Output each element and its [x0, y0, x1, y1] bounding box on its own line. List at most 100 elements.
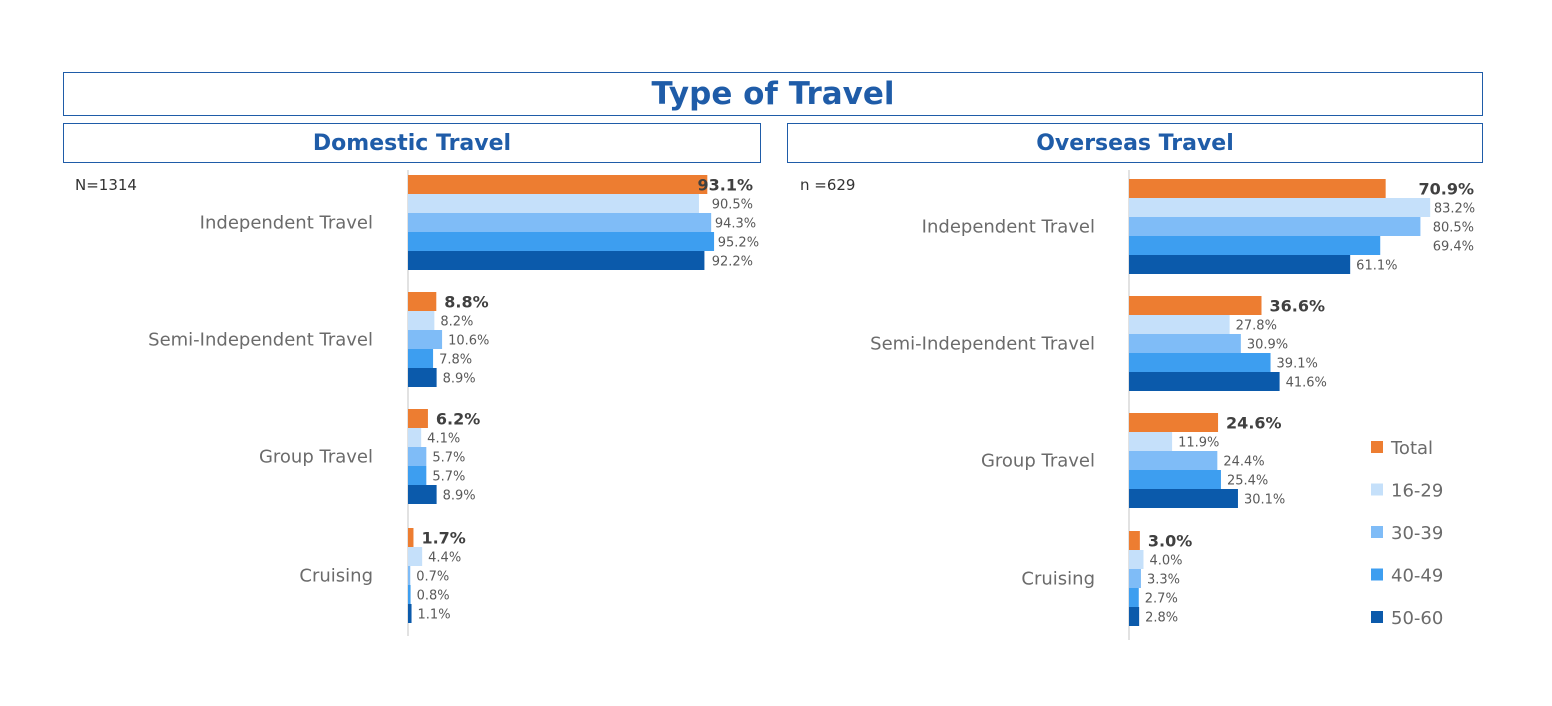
overseas-bar-Total	[1129, 531, 1140, 550]
legend-label-50-60: 50-60	[1391, 608, 1443, 629]
overseas-bar-50-60	[1129, 607, 1140, 626]
overseas-bar-50-60	[1129, 489, 1238, 508]
domestic-bar-50-60	[408, 485, 437, 504]
domestic-value-label: 93.1%	[697, 176, 753, 195]
chart-title-box: Type of Travel	[63, 72, 1483, 116]
overseas-bar-16-29	[1129, 315, 1230, 334]
overseas-bar-30-39	[1129, 569, 1141, 588]
domestic-bar-50-60	[408, 368, 437, 387]
overseas-value-label: 3.3%	[1147, 573, 1180, 588]
domestic-bar-40-49	[408, 585, 411, 604]
overseas-category-label: Group Travel	[981, 451, 1095, 472]
domestic-bar-40-49	[408, 466, 427, 485]
domestic-value-label: 1.1%	[418, 608, 451, 623]
overseas-value-label: 3.0%	[1148, 532, 1192, 551]
legend-label-40-49: 40-49	[1391, 566, 1443, 587]
domestic-bar-16-29	[408, 547, 423, 566]
domestic-bar-30-39	[408, 330, 443, 349]
domestic-bar-40-49	[408, 232, 715, 251]
overseas-category-label: Cruising	[1021, 569, 1095, 590]
domestic-value-label: 92.2%	[712, 255, 753, 270]
legend-swatch-16-29	[1371, 483, 1383, 496]
overseas-value-label: 39.1%	[1277, 357, 1318, 372]
overseas-bar-Total	[1129, 296, 1262, 315]
domestic-value-label: 94.3%	[715, 217, 756, 232]
overseas-value-label: 61.1%	[1356, 259, 1397, 274]
overseas-bar-16-29	[1129, 550, 1144, 569]
overseas-value-label: 24.6%	[1226, 414, 1282, 433]
legend-label-Total: Total	[1390, 438, 1433, 459]
overseas-value-label: 25.4%	[1227, 474, 1268, 489]
domestic-value-label: 10.6%	[448, 334, 489, 349]
domestic-category-label: Cruising	[299, 566, 373, 587]
legend-label-16-29: 16-29	[1391, 481, 1443, 502]
domestic-bar-50-60	[408, 604, 412, 623]
chart-title: Type of Travel	[651, 76, 895, 112]
overseas-bar-40-49	[1129, 353, 1271, 372]
domestic-value-label: 8.2%	[440, 315, 473, 330]
overseas-value-label: 2.7%	[1145, 592, 1178, 607]
domestic-bar-Total	[408, 409, 428, 428]
domestic-bar-30-39	[408, 213, 712, 232]
domestic-value-label: 0.7%	[416, 570, 449, 585]
overseas-bar-30-39	[1129, 334, 1241, 353]
domestic-category-label: Semi-Independent Travel	[148, 330, 373, 351]
overseas-value-label: 27.8%	[1236, 319, 1277, 334]
domestic-value-label: 4.4%	[428, 551, 461, 566]
domestic-value-label: 8.9%	[443, 489, 476, 504]
overseas-heading: Overseas Travel	[1036, 130, 1234, 156]
domestic-value-label: 5.7%	[432, 470, 465, 485]
domestic-bar-16-29	[408, 428, 422, 447]
overseas-category-label: Semi-Independent Travel	[870, 334, 1095, 355]
domestic-value-label: 95.2%	[718, 236, 759, 251]
overseas-bar-50-60	[1129, 255, 1351, 274]
legend-swatch-40-49	[1371, 568, 1383, 581]
domestic-value-label: 4.1%	[427, 432, 460, 447]
legend-swatch-30-39	[1371, 526, 1383, 538]
domestic-bar-30-39	[408, 566, 411, 585]
domestic-bar-Total	[408, 528, 414, 547]
domestic-bar-Total	[408, 175, 708, 194]
overseas-value-label: 24.4%	[1223, 455, 1264, 470]
overseas-value-label: 30.1%	[1244, 493, 1285, 508]
overseas-bar-16-29	[1129, 198, 1431, 217]
overseas-value-label: 4.0%	[1149, 554, 1182, 569]
overseas-value-label: 69.4%	[1433, 240, 1474, 255]
overseas-category-label: Independent Travel	[922, 217, 1095, 238]
domestic-value-label: 1.7%	[421, 529, 465, 548]
domestic-heading: Domestic Travel	[312, 130, 512, 156]
overseas-bar-40-49	[1129, 470, 1221, 489]
overseas-bar-40-49	[1129, 588, 1139, 607]
legend-label-30-39: 30-39	[1391, 523, 1443, 544]
overseas-bar-30-39	[1129, 217, 1421, 236]
domestic-heading-box: Domestic Travel	[63, 123, 761, 163]
domestic-bar-16-29	[408, 311, 435, 330]
overseas-value-label: 41.6%	[1286, 376, 1327, 391]
domestic-bar-50-60	[408, 251, 705, 270]
legend-swatch-50-60	[1371, 611, 1383, 623]
overseas-bar-50-60	[1129, 372, 1280, 391]
domestic-bar-Total	[408, 292, 437, 311]
domestic-value-label: 0.8%	[417, 589, 450, 604]
domestic-bar-16-29	[408, 194, 699, 213]
legend-swatch-Total	[1371, 441, 1383, 453]
overseas-bar-40-49	[1129, 236, 1381, 255]
domestic-value-label: 8.8%	[444, 293, 488, 312]
domestic-bar-30-39	[408, 447, 427, 466]
overseas-value-label: 11.9%	[1178, 436, 1219, 451]
overseas-heading-box: Overseas Travel	[787, 123, 1483, 163]
domestic-bar-40-49	[408, 349, 434, 368]
overseas-bar-Total	[1129, 413, 1219, 432]
overseas-n-label: n =629	[800, 176, 855, 194]
domestic-value-label: 6.2%	[436, 410, 480, 429]
domestic-value-label: 8.9%	[443, 372, 476, 387]
domestic-category-label: Independent Travel	[200, 213, 373, 234]
overseas-bar-Total	[1129, 179, 1386, 198]
domestic-value-label: 5.7%	[432, 451, 465, 466]
overseas-bar-30-39	[1129, 451, 1218, 470]
domestic-n-label: N=1314	[75, 176, 137, 194]
domestic-category-label: Group Travel	[259, 447, 373, 468]
overseas-value-label: 80.5%	[1433, 221, 1474, 236]
overseas-value-label: 83.2%	[1434, 202, 1475, 217]
